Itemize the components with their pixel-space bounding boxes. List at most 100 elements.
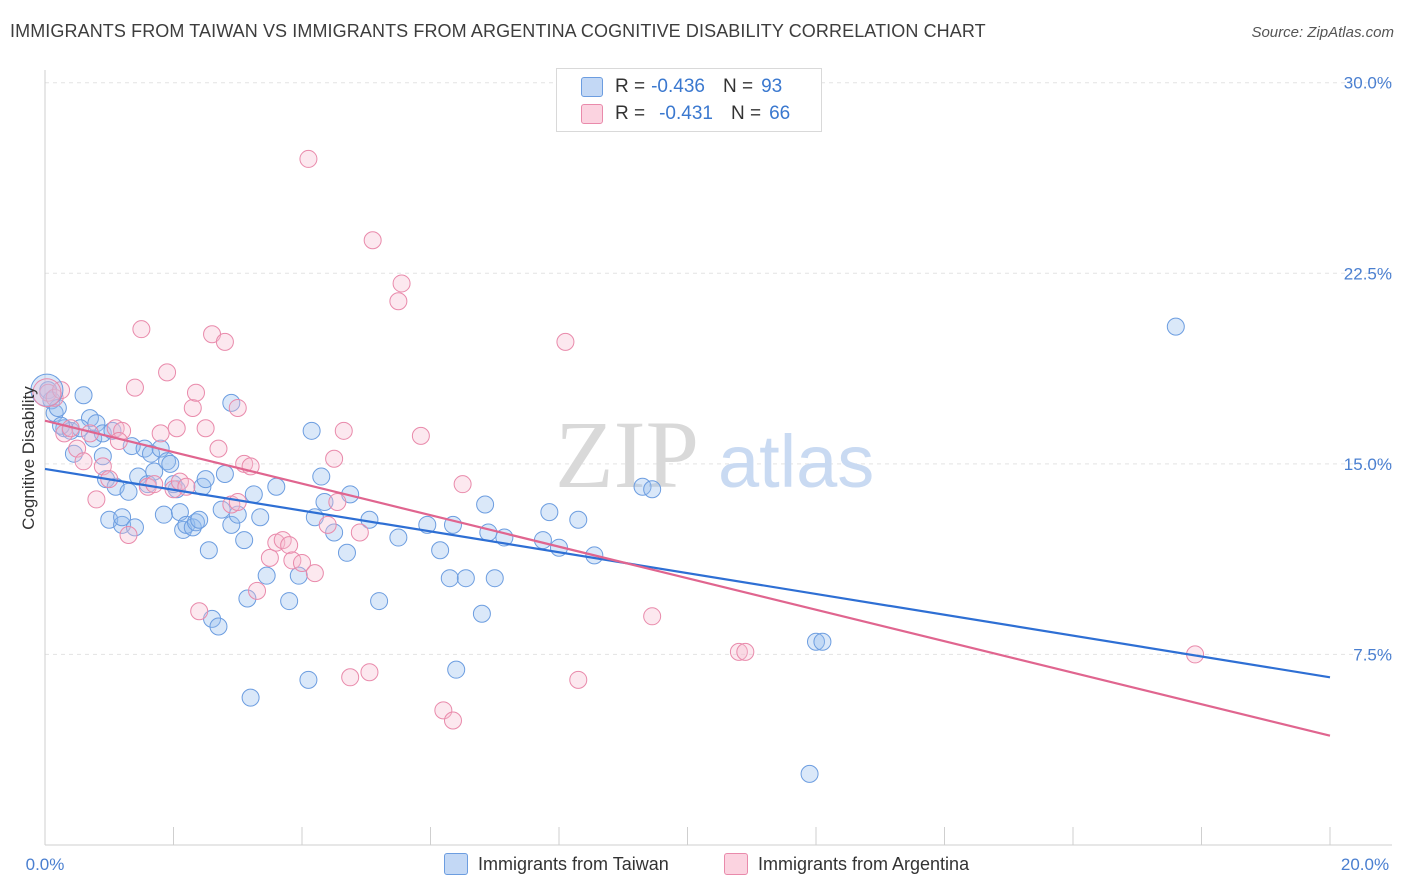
data-point: [533, 531, 552, 550]
data-point: [267, 477, 286, 496]
data-point: [212, 500, 231, 519]
data-point: [350, 523, 369, 542]
data-point: [456, 569, 475, 588]
data-point: [158, 363, 177, 382]
data-point: [569, 510, 588, 529]
data-point: [87, 414, 106, 433]
data-point: [199, 541, 218, 560]
data-point: [800, 764, 819, 783]
data-point: [154, 505, 173, 524]
chart-title: IMMIGRANTS FROM TAIWAN VS IMMIGRANTS FRO…: [10, 21, 986, 41]
data-point: [280, 592, 299, 611]
data-point: [235, 531, 254, 550]
data-point: [643, 607, 662, 626]
data-point: [370, 592, 389, 611]
legend-r-label: R =: [615, 76, 646, 97]
trend-line-0: [44, 467, 1331, 679]
data-point: [431, 541, 450, 560]
data-point: [472, 604, 491, 623]
data-point: [186, 513, 205, 532]
data-point: [392, 274, 411, 293]
data-point: [736, 642, 755, 661]
data-point: [93, 447, 112, 466]
legend-n-value-taiwan: 93: [761, 76, 783, 97]
data-point: [196, 470, 215, 489]
y-tick-labels: 7.5% 15.0% 22.5% 30.0%: [1344, 74, 1392, 665]
data-point: [813, 632, 832, 651]
data-point: [389, 292, 408, 311]
data-point: [186, 383, 205, 402]
y-tick-label: 7.5%: [1353, 645, 1392, 664]
data-point: [363, 231, 382, 250]
data-point: [183, 518, 202, 537]
data-point: [443, 711, 462, 730]
data-point: [209, 439, 228, 458]
legend-n-value-argentina: 66: [769, 103, 791, 124]
bottom-legend-taiwan: Immigrants from Taiwan: [444, 852, 669, 876]
data-point: [196, 419, 215, 438]
watermark-atlas: atlas: [718, 420, 874, 503]
data-point: [251, 508, 270, 527]
legend-n-label: N =: [730, 103, 762, 124]
data-point: [215, 465, 234, 484]
data-point: [45, 388, 64, 407]
data-point: [74, 452, 93, 471]
watermark-zip: ZIP: [555, 401, 699, 508]
data-point: [113, 508, 132, 527]
data-point: [315, 492, 334, 511]
data-point: [643, 480, 662, 499]
legend-swatch-taiwan: [581, 77, 603, 97]
data-point: [248, 581, 267, 600]
data-point: [325, 523, 344, 542]
data-point: [125, 518, 144, 537]
x-tick-label: 20.0%: [1341, 855, 1389, 874]
data-point: [302, 421, 321, 440]
data-point: [453, 475, 472, 494]
data-point: [299, 149, 318, 168]
data-point: [48, 398, 67, 417]
source-label: Source: ZipAtlas.com: [1251, 24, 1394, 41]
trend-line-1: [44, 419, 1331, 737]
data-point: [334, 421, 353, 440]
data-point: [119, 526, 138, 544]
data-point: [337, 543, 356, 562]
data-point: [418, 515, 437, 534]
series-points-1: [39, 149, 1205, 730]
y-tick-label: 22.5%: [1344, 264, 1392, 283]
stats-legend: R = -0.436 N = 93 R = -0.431 N = 66: [556, 68, 822, 132]
legend-row-argentina: R = -0.431 N = 66: [581, 102, 790, 126]
data-point: [485, 569, 504, 588]
data-point: [312, 467, 331, 486]
data-point: [293, 553, 311, 572]
data-point: [1166, 317, 1185, 336]
data-point: [238, 589, 257, 608]
data-point: [440, 569, 459, 588]
y-tick-label: 15.0%: [1344, 455, 1392, 474]
data-point: [280, 536, 299, 555]
data-point: [328, 492, 347, 511]
bottom-legend-label-taiwan: Immigrants from Taiwan: [478, 853, 669, 874]
data-point: [476, 495, 495, 514]
data-point: [145, 475, 164, 494]
series-points-0: [39, 317, 1185, 783]
x-tick-label: 0.0%: [26, 855, 65, 874]
data-point: [360, 663, 379, 682]
data-point: [241, 688, 260, 707]
data-point: [142, 444, 161, 463]
data-point: [74, 386, 93, 405]
data-point: [125, 378, 144, 397]
data-point: [305, 564, 324, 583]
data-point: [729, 642, 748, 661]
legend-row-taiwan: R = -0.436 N = 93: [581, 75, 782, 99]
legend-swatch-argentina: [581, 104, 603, 124]
data-point: [318, 515, 337, 534]
data-point: [167, 419, 186, 438]
trend-lines: [44, 419, 1331, 737]
bottom-legend-label-argentina: Immigrants from Argentina: [758, 853, 970, 874]
legend-r-value-argentina: -0.431: [659, 103, 713, 124]
data-point: [389, 528, 408, 547]
bottom-legend-swatch-taiwan: [444, 853, 468, 875]
data-point: [434, 701, 453, 720]
data-point: [228, 398, 247, 417]
